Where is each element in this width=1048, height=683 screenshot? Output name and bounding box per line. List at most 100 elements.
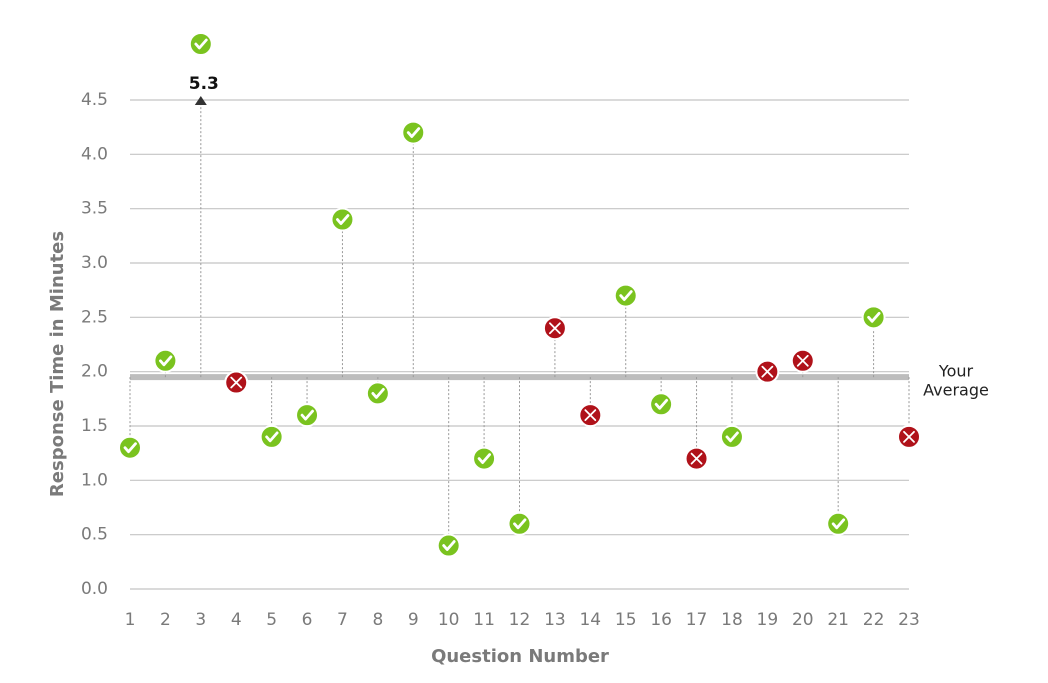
point [401, 120, 426, 145]
check-icon [194, 38, 208, 50]
x-tick-label: 5 [266, 610, 277, 630]
x-tick-label: 23 [898, 610, 920, 630]
point [436, 533, 461, 558]
overflow-arrow [194, 96, 207, 105]
average-label: Your [938, 362, 974, 381]
x-tick-label: 20 [792, 610, 814, 630]
y-tick-label: 4.0 [81, 144, 108, 164]
check-icon [513, 518, 527, 530]
y-tick-label: 2.5 [81, 307, 108, 327]
x-tick-label: 10 [438, 610, 460, 630]
check-icon [831, 518, 846, 530]
y-tick-label: 0.5 [81, 525, 108, 545]
y-tick-label: 3.5 [81, 199, 108, 219]
point [897, 424, 921, 449]
point [826, 511, 851, 536]
point [259, 424, 284, 449]
point [188, 32, 213, 56]
check-icon [300, 409, 314, 421]
cross-icon [230, 376, 243, 389]
point [684, 446, 709, 471]
x-tick-label: 4 [231, 610, 242, 630]
point [542, 316, 567, 341]
point-circle [649, 392, 674, 417]
check-icon [371, 388, 385, 399]
cross-icon [584, 409, 597, 422]
x-tick-label: 14 [579, 610, 601, 630]
check-icon [619, 290, 633, 301]
cross-icon [796, 354, 809, 367]
x-axis-title: Question Number [431, 646, 609, 667]
point-circle [259, 424, 284, 449]
x-tick-label: 21 [827, 610, 849, 630]
y-tick-label: 3.0 [81, 253, 108, 273]
overflow-label: 5.3 [189, 74, 219, 94]
point-circle [436, 533, 461, 558]
point-circle [719, 424, 744, 449]
x-tick-label: 19 [757, 610, 779, 630]
check-icon [867, 311, 881, 323]
point-circle [153, 348, 178, 373]
x-tick-label: 8 [372, 610, 383, 630]
point [578, 403, 603, 428]
point [861, 305, 886, 330]
check-icon [442, 540, 456, 551]
point [755, 359, 780, 384]
y-axis-title: Response Time in Minutes [47, 231, 68, 497]
y-tick-label: 2.0 [81, 362, 108, 382]
x-tick-label: 22 [863, 610, 885, 630]
x-tick-label: 9 [408, 610, 419, 630]
point [649, 392, 674, 417]
cross-icon [903, 430, 915, 443]
point [153, 348, 178, 373]
check-icon [265, 431, 279, 443]
point-circle [613, 283, 638, 308]
point [613, 283, 638, 308]
point [507, 511, 532, 536]
point [719, 424, 744, 449]
point-circle [472, 446, 497, 471]
x-tick-label: 12 [509, 610, 531, 630]
x-tick-label: 16 [650, 610, 672, 630]
check-icon [159, 355, 173, 367]
point [790, 348, 815, 373]
check-icon [336, 214, 350, 225]
point-circle [295, 403, 320, 428]
point-circle [188, 32, 213, 56]
point [295, 403, 320, 428]
x-tick-label: 13 [544, 610, 566, 630]
cross-icon [690, 452, 703, 465]
check-icon [477, 453, 491, 464]
point-circle [330, 207, 355, 232]
check-icon [654, 398, 669, 410]
y-tick-label: 0.0 [81, 579, 108, 599]
point-circle [507, 511, 532, 536]
x-tick-label: 15 [615, 610, 637, 630]
point [224, 370, 249, 395]
y-tick-label: 1.5 [81, 416, 108, 436]
point-circle [861, 305, 886, 330]
x-tick-label: 18 [721, 610, 743, 630]
point-circle [826, 511, 851, 536]
cross-icon [761, 365, 774, 378]
x-tick-label: 7 [337, 610, 348, 630]
point [118, 435, 142, 460]
point-circle [401, 120, 426, 145]
cross-icon [549, 322, 561, 335]
point-circle [365, 381, 390, 406]
point [472, 446, 497, 471]
check-icon [406, 127, 421, 138]
x-tick-label: 17 [686, 610, 708, 630]
y-tick-label: 4.5 [81, 90, 108, 110]
x-tick-label: 3 [195, 610, 206, 630]
point [330, 207, 355, 232]
check-icon [123, 442, 137, 454]
check-icon [725, 431, 739, 443]
x-tick-label: 11 [473, 610, 495, 630]
point [365, 381, 390, 406]
x-tick-label: 2 [160, 610, 171, 630]
y-tick-label: 1.0 [81, 470, 108, 490]
average-label: Average [923, 381, 989, 400]
x-tick-label: 6 [302, 610, 313, 630]
